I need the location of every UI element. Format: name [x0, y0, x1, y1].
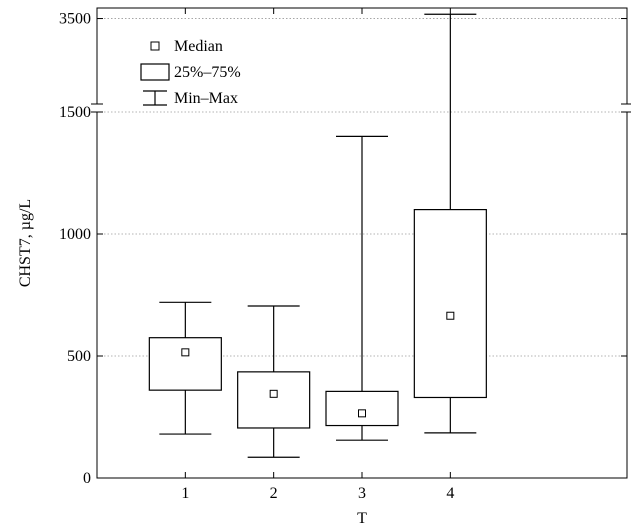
y-tick-label: 0 [83, 470, 91, 487]
y-tick-label: 1000 [59, 226, 91, 243]
x-axis-ticks: 1 2 3 4 [181, 8, 454, 502]
legend-median-symbol [150, 41, 160, 51]
iqr-box [413, 209, 487, 399]
x-tick-label: 3 [358, 485, 366, 502]
legend: Median 25%–75% Min–Max [140, 38, 241, 107]
box-group-2 [237, 305, 311, 458]
x-tick-label: 2 [270, 485, 278, 502]
axis-break-gap [94, 104, 100, 112]
median-marker [358, 409, 366, 418]
box-group-3 [325, 135, 399, 441]
median-marker [269, 389, 278, 398]
y-tick-label: 1500 [59, 104, 91, 121]
y-tick-label: 3500 [59, 11, 91, 28]
iqr-box [325, 390, 399, 427]
iqr-box [148, 337, 222, 391]
iqr-box [237, 371, 311, 429]
x-axis-title: T [357, 510, 367, 527]
box-series [148, 13, 487, 458]
legend-label: 25%–75% [174, 64, 241, 81]
axis-break-gap [624, 104, 630, 112]
y-tick-label: 500 [67, 348, 91, 365]
x-tick-label: 1 [181, 485, 189, 502]
legend-label: Median [174, 38, 223, 55]
median-marker [446, 311, 455, 320]
y-axis-ticks: 0 500 1000 1500 3500 [59, 11, 627, 487]
axis-break-mark [91, 103, 631, 113]
legend-label: Min–Max [174, 90, 238, 107]
legend-box-symbol [140, 63, 170, 81]
x-tick-label: 4 [446, 485, 454, 502]
median-marker [181, 348, 190, 357]
box-group-1 [148, 301, 222, 435]
box-group-4 [413, 13, 487, 434]
y-axis-title: CHST7, µg/L [17, 199, 34, 287]
